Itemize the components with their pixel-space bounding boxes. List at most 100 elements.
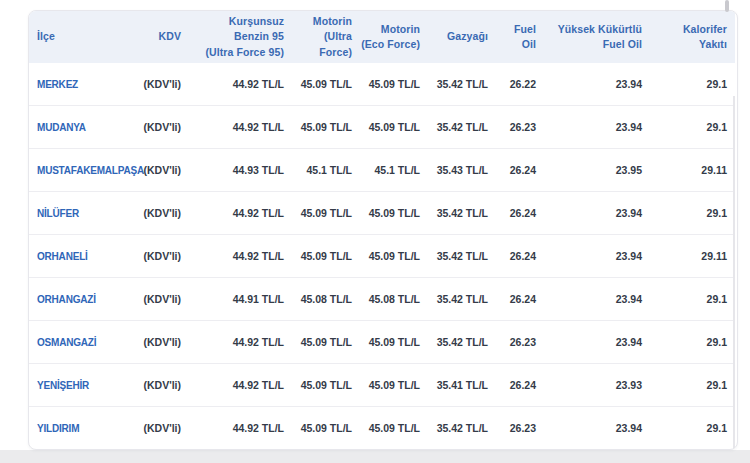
cell-motorin_eco: 45.09 TL/L [360, 321, 428, 364]
cell-motorin_ultra: 45.1 TL/L [292, 149, 360, 192]
cell-benzin95: 44.92 TL/L [189, 364, 292, 407]
column-header-benzin95: Kurşunsuz Benzin 95 (Ultra Force 95) [189, 11, 292, 63]
scrollbar-thumb[interactable] [725, 0, 729, 12]
cell-kalorifer: 29.1 [650, 192, 735, 235]
fuel-price-table-card: İlçeKDVKurşunsuz Benzin 95 (Ultra Force … [28, 10, 738, 450]
cell-kdv: (KDV'li) [127, 192, 189, 235]
cell-benzin95: 44.92 TL/L [189, 407, 292, 450]
cell-kalorifer: 29.1 [650, 278, 735, 321]
cell-fuel_oil: 26.24 [496, 235, 544, 278]
cell-yuksek_kukurtlu: 23.94 [544, 321, 650, 364]
fuel-price-table: İlçeKDVKurşunsuz Benzin 95 (Ultra Force … [29, 11, 735, 449]
cell-kalorifer: 29.1 [650, 106, 735, 149]
column-header-kdv: KDV [127, 11, 189, 63]
cell-motorin_ultra: 45.09 TL/L [292, 407, 360, 450]
cell-gazyagi: 35.42 TL/L [428, 235, 496, 278]
cell-yuksek_kukurtlu: 23.94 [544, 278, 650, 321]
table-row: ORHANELİ(KDV'li)44.92 TL/L45.09 TL/L45.0… [29, 235, 735, 278]
cell-motorin_ultra: 45.09 TL/L [292, 106, 360, 149]
cell-kalorifer: 29.1 [650, 321, 735, 364]
cell-yuksek_kukurtlu: 23.94 [544, 235, 650, 278]
cell-benzin95: 44.93 TL/L [189, 149, 292, 192]
cell-kalorifer: 29.11 [650, 235, 735, 278]
cell-kdv: (KDV'li) [127, 364, 189, 407]
cell-gazyagi: 35.42 TL/L [428, 321, 496, 364]
cell-gazyagi: 35.42 TL/L [428, 106, 496, 149]
cell-benzin95: 44.92 TL/L [189, 106, 292, 149]
table-row: OSMANGAZİ(KDV'li)44.92 TL/L45.09 TL/L45.… [29, 321, 735, 364]
cell-kdv: (KDV'li) [127, 235, 189, 278]
cell-motorin_eco: 45.09 TL/L [360, 407, 428, 450]
cell-motorin_eco: 45.09 TL/L [360, 364, 428, 407]
cell-motorin_eco: 45.09 TL/L [360, 106, 428, 149]
column-header-yuksek_kukurtlu: Yüksek Kükürtlü Fuel Oil [544, 11, 650, 63]
cell-benzin95: 44.91 TL/L [189, 278, 292, 321]
cell-kdv: (KDV'li) [127, 407, 189, 450]
cell-gazyagi: 35.42 TL/L [428, 407, 496, 450]
cell-kdv: (KDV'li) [127, 321, 189, 364]
scrollbar-track [733, 96, 735, 448]
cell-motorin_ultra: 45.09 TL/L [292, 63, 360, 106]
table-row: ORHANGAZİ(KDV'li)44.91 TL/L45.08 TL/L45.… [29, 278, 735, 321]
column-header-fuel_oil: Fuel Oil [496, 11, 544, 63]
column-header-kalorifer: Kalorifer Yakıtı [650, 11, 735, 63]
cell-yuksek_kukurtlu: 23.94 [544, 106, 650, 149]
cell-motorin_ultra: 45.09 TL/L [292, 235, 360, 278]
table-row: YILDIRIM(KDV'li)44.92 TL/L45.09 TL/L45.0… [29, 407, 735, 450]
cell-kdv: (KDV'li) [127, 63, 189, 106]
cell-motorin_ultra: 45.09 TL/L [292, 192, 360, 235]
cell-yuksek_kukurtlu: 23.94 [544, 407, 650, 450]
cell-kdv: (KDV'li) [127, 278, 189, 321]
table-body: MERKEZ(KDV'li)44.92 TL/L45.09 TL/L45.09 … [29, 63, 735, 449]
cell-fuel_oil: 26.24 [496, 192, 544, 235]
column-header-motorin_ultra: Motorin (Ultra Force) [292, 11, 360, 63]
column-header-gazyagi: Gazyağı [428, 11, 496, 63]
cell-motorin_eco: 45.09 TL/L [360, 192, 428, 235]
district-link[interactable]: YILDIRIM [29, 407, 127, 450]
cell-yuksek_kukurtlu: 23.93 [544, 364, 650, 407]
cell-gazyagi: 35.43 TL/L [428, 149, 496, 192]
cell-fuel_oil: 26.23 [496, 407, 544, 450]
cell-fuel_oil: 26.23 [496, 106, 544, 149]
district-link[interactable]: OSMANGAZİ [29, 321, 127, 364]
district-link[interactable]: MUSTAFAKEMALPAŞA [29, 149, 127, 192]
cell-yuksek_kukurtlu: 23.95 [544, 149, 650, 192]
district-link[interactable]: NİLÜFER [29, 192, 127, 235]
table-row: NİLÜFER(KDV'li)44.92 TL/L45.09 TL/L45.09… [29, 192, 735, 235]
cell-benzin95: 44.92 TL/L [189, 321, 292, 364]
cell-benzin95: 44.92 TL/L [189, 235, 292, 278]
cell-fuel_oil: 26.24 [496, 149, 544, 192]
cell-kalorifer: 29.1 [650, 364, 735, 407]
district-link[interactable]: MUDANYA [29, 106, 127, 149]
cell-gazyagi: 35.42 TL/L [428, 192, 496, 235]
column-header-motorin_eco: Motorin (Eco Force) [360, 11, 428, 63]
cell-motorin_eco: 45.08 TL/L [360, 278, 428, 321]
cell-fuel_oil: 26.22 [496, 63, 544, 106]
cell-fuel_oil: 26.24 [496, 364, 544, 407]
cell-gazyagi: 35.42 TL/L [428, 278, 496, 321]
cell-fuel_oil: 26.23 [496, 321, 544, 364]
column-header-ilce: İlçe [29, 11, 127, 63]
district-link[interactable]: ORHANGAZİ [29, 278, 127, 321]
table-header: İlçeKDVKurşunsuz Benzin 95 (Ultra Force … [29, 11, 735, 63]
table-row: MUDANYA(KDV'li)44.92 TL/L45.09 TL/L45.09… [29, 106, 735, 149]
district-link[interactable]: MERKEZ [29, 63, 127, 106]
district-link[interactable]: YENİŞEHİR [29, 364, 127, 407]
cell-gazyagi: 35.41 TL/L [428, 364, 496, 407]
cell-fuel_oil: 26.24 [496, 278, 544, 321]
cell-kalorifer: 29.1 [650, 407, 735, 450]
cell-motorin_ultra: 45.09 TL/L [292, 321, 360, 364]
cell-kdv: (KDV'li) [127, 106, 189, 149]
cell-motorin_ultra: 45.09 TL/L [292, 364, 360, 407]
cell-gazyagi: 35.42 TL/L [428, 63, 496, 106]
district-link[interactable]: ORHANELİ [29, 235, 127, 278]
cell-motorin_ultra: 45.08 TL/L [292, 278, 360, 321]
table-row: YENİŞEHİR(KDV'li)44.92 TL/L45.09 TL/L45.… [29, 364, 735, 407]
cell-benzin95: 44.92 TL/L [189, 63, 292, 106]
table-row: MUSTAFAKEMALPAŞA(KDV'li)44.93 TL/L45.1 T… [29, 149, 735, 192]
cell-motorin_eco: 45.09 TL/L [360, 63, 428, 106]
cell-yuksek_kukurtlu: 23.94 [544, 63, 650, 106]
table-row: MERKEZ(KDV'li)44.92 TL/L45.09 TL/L45.09 … [29, 63, 735, 106]
cell-yuksek_kukurtlu: 23.94 [544, 192, 650, 235]
cell-kalorifer: 29.11 [650, 149, 735, 192]
